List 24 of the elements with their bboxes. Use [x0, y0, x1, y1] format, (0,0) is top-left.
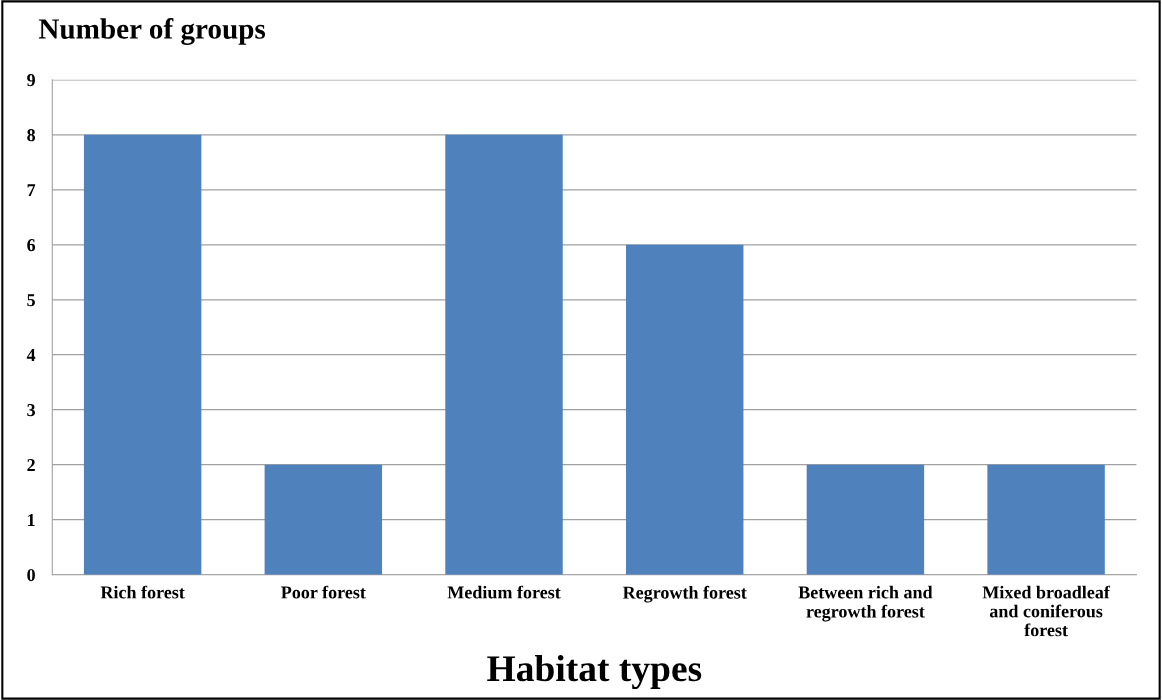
x-tick-label: Medium forest [447, 585, 561, 599]
y-tick-label: 9 [27, 74, 35, 87]
y-tick-label: 6 [27, 239, 36, 252]
x-axis-title: Habitat types [487, 654, 702, 690]
bar [625, 244, 744, 575]
x-tick-label: Between rich and regrowth forest [798, 585, 933, 622]
bar [83, 134, 202, 575]
x-tick-label: Mixed broadleaf and coniferous forest [982, 585, 1111, 637]
y-tick-label: 0 [27, 568, 35, 582]
y-tick-label: 3 [27, 404, 36, 417]
y-tick-label: 2 [27, 459, 35, 471]
x-tick-label: Poor forest [281, 585, 366, 599]
bar [987, 464, 1105, 575]
y-tick-label: 5 [27, 294, 35, 307]
y-tick-label: 8 [27, 129, 36, 142]
y-axis-title: Number of groups [38, 18, 266, 45]
x-tick-label: Regrowth forest [622, 585, 747, 603]
y-tick-label: 4 [26, 349, 36, 362]
bar [806, 464, 925, 575]
y-tick-label: 1 [28, 514, 35, 526]
bar [264, 464, 383, 575]
x-tick-label: Rich forest [100, 585, 185, 599]
bar [445, 134, 563, 575]
y-tick-label: 7 [27, 184, 36, 197]
